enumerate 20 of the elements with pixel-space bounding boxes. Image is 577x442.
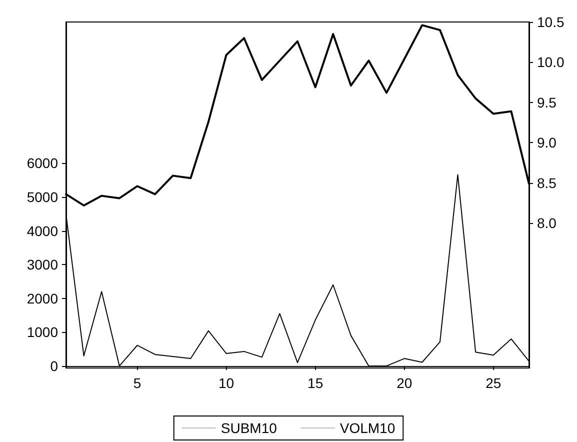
y-tick-label: 6000 xyxy=(26,155,58,172)
x-tick-label: 5 xyxy=(133,375,142,391)
legend-label: VOLM10 xyxy=(340,420,396,436)
y-tick-label: 0 xyxy=(50,358,58,374)
x-tick-label: 15 xyxy=(308,375,324,391)
x-tick-label: 20 xyxy=(396,375,412,391)
x-tick-label: 25 xyxy=(486,375,502,391)
y2-tick-label: 9.0 xyxy=(537,134,557,151)
y2-tick-label: 10.0 xyxy=(537,54,564,70)
y-tick-label: 3000 xyxy=(26,256,58,273)
legend-label: SUBM10 xyxy=(220,420,278,436)
y-tick-label: 2000 xyxy=(26,290,58,306)
y-tick-label: 4000 xyxy=(26,222,58,239)
y2-tick-label: 8.5 xyxy=(537,174,557,191)
y2-tick-label: 9.5 xyxy=(537,94,557,110)
y2-tick-label: 10.5 xyxy=(537,14,564,30)
x-tick-label: 10 xyxy=(218,375,234,391)
y-tick-label: 5000 xyxy=(26,189,58,206)
y-tick-label: 1000 xyxy=(26,324,58,340)
y2-tick-label: 8.0 xyxy=(537,215,557,232)
